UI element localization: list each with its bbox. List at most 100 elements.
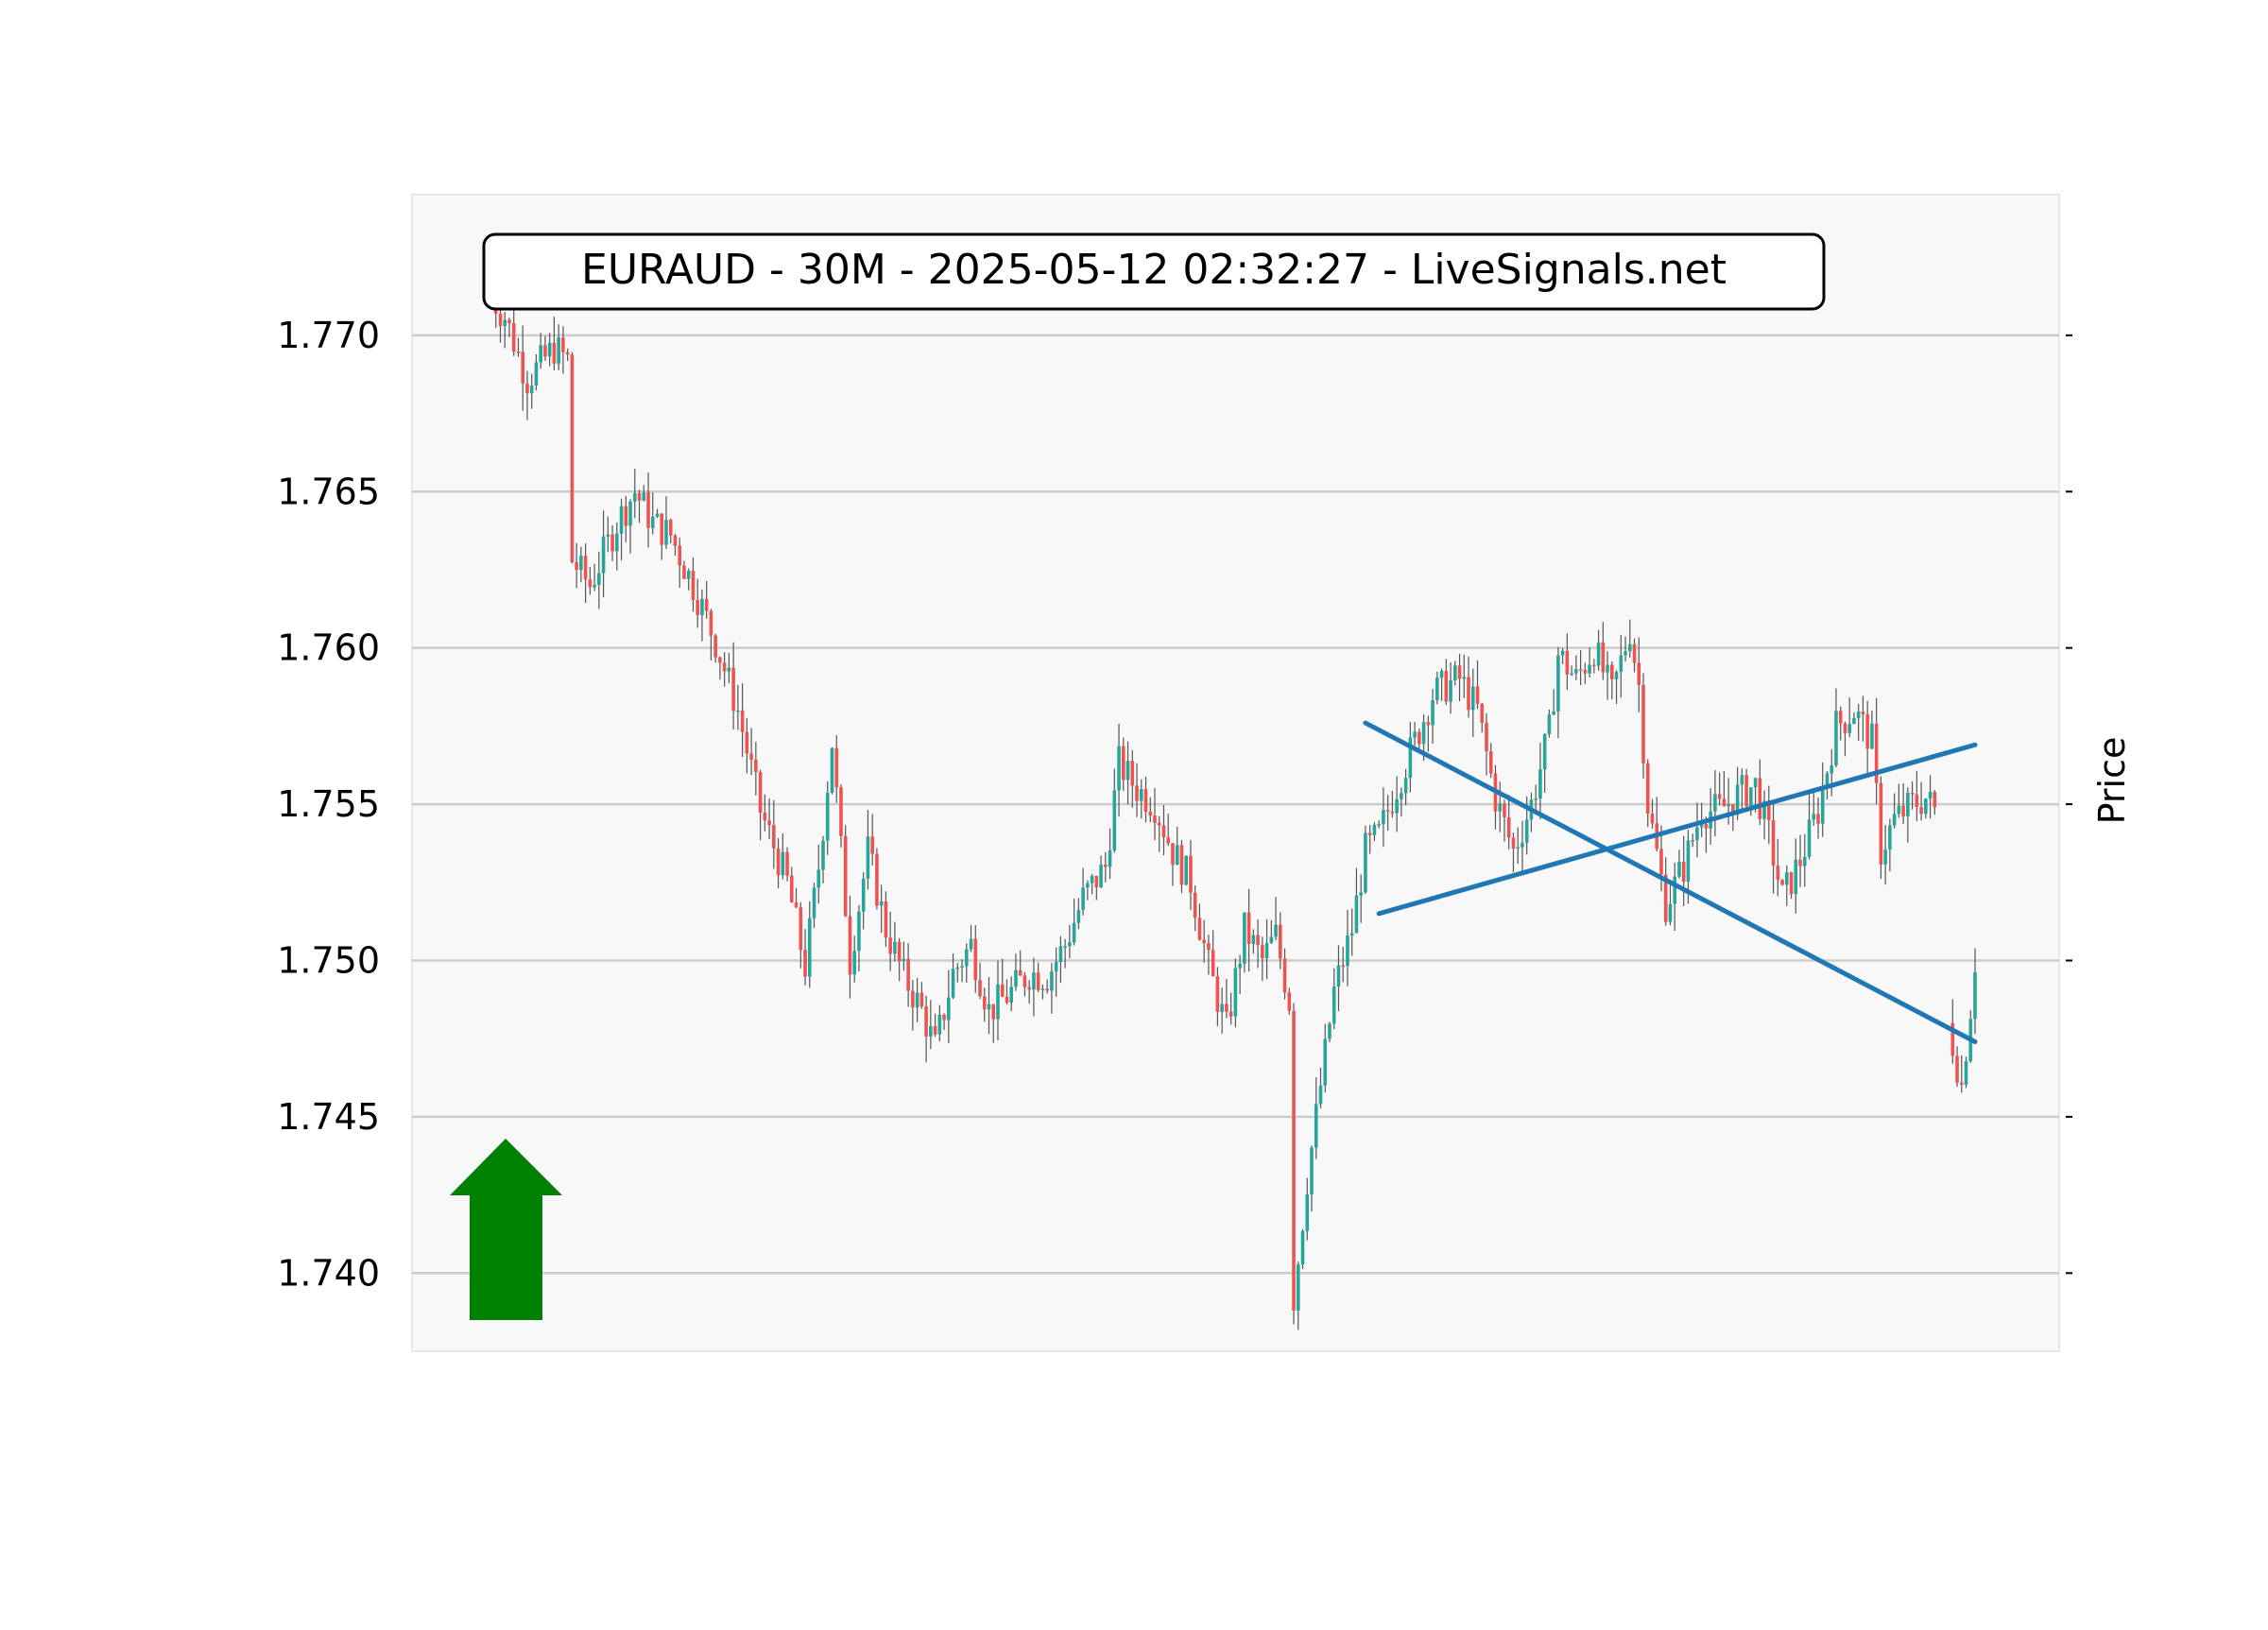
candle-body — [1717, 794, 1722, 799]
candle-body — [1421, 722, 1426, 745]
candle-body — [1274, 924, 1278, 937]
candle-body — [1686, 840, 1691, 883]
candle-body — [807, 918, 812, 977]
chart-title: EURAUD - 30M - 2025-05-12 02:32:27 - Liv… — [581, 246, 1727, 294]
candle-body — [1762, 800, 1766, 819]
candle-body — [902, 958, 906, 962]
candle-body — [1838, 711, 1843, 724]
candle-body — [1117, 746, 1121, 791]
candle-body — [736, 710, 740, 712]
candle-body — [1933, 792, 1937, 808]
candle-body — [1027, 987, 1031, 990]
candle-body — [1390, 811, 1395, 814]
candle-body — [1418, 731, 1421, 745]
candle-body — [1879, 782, 1883, 865]
candle-body — [642, 492, 646, 501]
candle-body — [1955, 1055, 1959, 1083]
candle-body — [1094, 875, 1099, 888]
candle-body — [547, 342, 552, 357]
candle-body — [1233, 968, 1238, 1017]
candle-body — [1897, 805, 1901, 815]
candle-body — [503, 319, 507, 327]
candle-body — [1485, 722, 1488, 751]
candle-body — [1588, 664, 1591, 674]
candle-body — [830, 747, 834, 793]
candle-body — [1924, 798, 1928, 815]
candle-body — [1022, 975, 1027, 987]
candle-body — [1713, 794, 1717, 812]
candle-body — [1314, 1104, 1318, 1148]
candle-body — [987, 1004, 991, 1010]
candle-body — [1264, 942, 1269, 959]
trendline — [1363, 720, 1978, 1044]
candle-body — [1583, 669, 1588, 674]
y-tick-label: 1.770 — [277, 315, 380, 356]
candle-body — [498, 313, 503, 327]
candle-body — [1175, 845, 1179, 866]
candle-body — [1475, 686, 1480, 704]
candle-body — [1641, 684, 1645, 764]
candle-body — [825, 792, 830, 841]
candle-body — [1246, 912, 1251, 945]
candle-body — [1058, 946, 1063, 963]
candle-body — [772, 825, 776, 849]
candle-body — [942, 1014, 946, 1021]
candle-body — [1663, 874, 1668, 922]
trendlines — [1363, 720, 1978, 1044]
candle-body — [646, 492, 650, 528]
candle-body — [1449, 680, 1452, 702]
candle-body — [1874, 723, 1879, 783]
candle-body — [1161, 825, 1166, 838]
candle-body — [619, 506, 624, 534]
candle-body — [1157, 822, 1161, 826]
candle-body — [610, 534, 614, 552]
candle-body — [1624, 651, 1627, 656]
candle-body — [955, 967, 960, 969]
candle-body — [1207, 943, 1211, 951]
candle-body — [821, 840, 825, 870]
candle-body — [511, 322, 516, 352]
candle-body — [1112, 790, 1117, 851]
candle-body — [1153, 815, 1157, 823]
candle-body — [1727, 804, 1730, 807]
candle-body — [789, 875, 794, 903]
candle-body — [1534, 798, 1538, 800]
candle-body — [1225, 1004, 1228, 1012]
candle-body — [1524, 819, 1529, 843]
candle-body — [722, 662, 727, 672]
candle-body — [1892, 814, 1897, 826]
candle-body — [1627, 643, 1632, 652]
candle-body — [745, 731, 749, 754]
y-axis-label: Price — [2091, 737, 2133, 825]
candle-body — [1403, 778, 1408, 794]
candle-body — [1677, 862, 1681, 877]
candle-body — [1614, 672, 1619, 679]
candle-body — [1040, 988, 1045, 990]
candle-body — [628, 501, 632, 526]
candle-body — [507, 319, 511, 323]
candle-body — [1036, 972, 1040, 990]
y-tick-label: 1.760 — [277, 627, 380, 669]
candle-body — [1749, 787, 1753, 807]
candle-body — [1637, 662, 1641, 685]
candle-body — [870, 836, 874, 854]
candle-body — [1435, 678, 1439, 700]
candle-body — [1251, 935, 1256, 945]
candle-body — [561, 337, 565, 352]
candle-body — [682, 565, 686, 579]
candle-body — [1915, 794, 1919, 808]
candle-body — [1753, 778, 1758, 788]
candle-body — [1861, 712, 1865, 715]
candle-body — [704, 598, 709, 611]
candle-body — [727, 667, 731, 672]
candle-body — [615, 533, 619, 552]
candle-body — [1108, 850, 1112, 867]
candle-body — [911, 990, 915, 1008]
y-tick-label: 1.745 — [277, 1096, 380, 1138]
candle-body — [1506, 816, 1511, 838]
candle-body — [1699, 823, 1704, 828]
candle-body — [866, 836, 870, 879]
candle-body — [785, 851, 789, 876]
candle-body — [861, 878, 866, 912]
candle-body — [816, 869, 821, 888]
